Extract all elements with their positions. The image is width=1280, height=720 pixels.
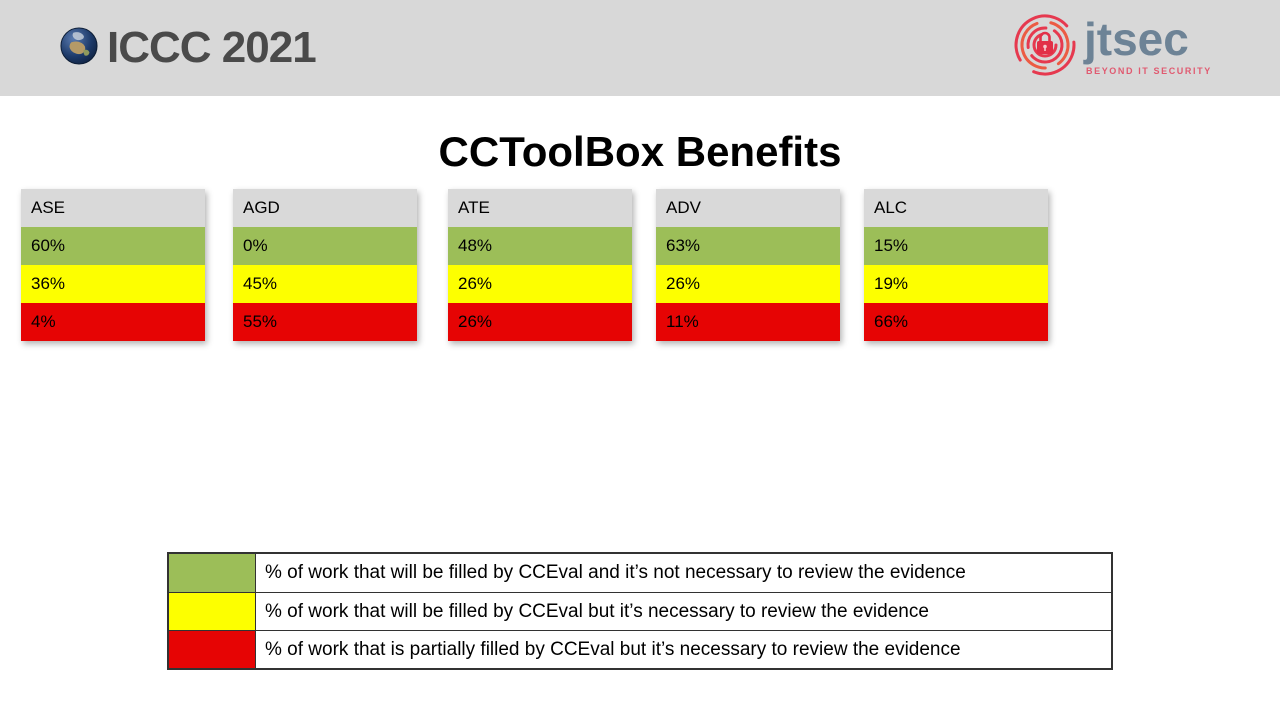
legend-text: % of work that is partially filled by CC… — [265, 638, 961, 660]
green-cell: 63% — [656, 227, 840, 265]
iccc-logo: ICCC 2021 — [60, 23, 317, 72]
legend-text: % of work that will be filled by CCEval … — [265, 600, 929, 622]
page-title: CCToolBox Benefits — [438, 128, 842, 175]
jtsec-name: jtsec — [1084, 13, 1189, 65]
yellow-cell: 36% — [21, 265, 205, 303]
legend-row: % of work that will be filled by CCEval … — [169, 554, 1111, 592]
red-cell: 55% — [233, 303, 417, 341]
table-header: ALC — [864, 189, 1048, 227]
green-cell: 15% — [864, 227, 1048, 265]
iccc-title: ICCC 2021 — [107, 23, 317, 72]
red-cell: 11% — [656, 303, 840, 341]
legend-text: % of work that will be filled by CCEval … — [265, 562, 966, 583]
header-banner: ICCC 2021 jtsec — [0, 0, 1280, 96]
red-cell: 26% — [448, 303, 632, 341]
jtsec-wordmark: jtsec BEYOND IT SECURITY — [1084, 14, 1212, 76]
yellow-cell: 26% — [448, 265, 632, 303]
legend-row: % of work that is partially filled by CC… — [169, 630, 1111, 668]
fingerprint-lock-icon — [1014, 8, 1076, 87]
red-cell: 4% — [21, 303, 205, 341]
yellow-cell: 19% — [864, 265, 1048, 303]
table-adv: ADV 63% 26% 11% — [656, 189, 840, 341]
table-ase: ASE 60% 36% 4% — [21, 189, 205, 341]
legend-row: % of work that will be filled by CCEval … — [169, 592, 1111, 630]
table-header: AGD — [233, 189, 417, 227]
yellow-swatch — [169, 593, 256, 630]
table-agd: AGD 0% 45% 55% — [233, 189, 417, 341]
table-header: ASE — [21, 189, 205, 227]
green-cell: 0% — [233, 227, 417, 265]
green-cell: 60% — [21, 227, 205, 265]
jtsec-logo: jtsec BEYOND IT SECURITY — [1014, 8, 1212, 87]
jtsec-tagline: BEYOND IT SECURITY — [1086, 65, 1212, 76]
table-header: ADV — [656, 189, 840, 227]
yellow-cell: 45% — [233, 265, 417, 303]
green-cell: 48% — [448, 227, 632, 265]
red-cell: 66% — [864, 303, 1048, 341]
red-swatch — [169, 631, 256, 668]
globe-icon — [60, 26, 98, 70]
table-header: ATE — [448, 189, 632, 227]
legend-table: % of work that will be filled by CCEval … — [167, 552, 1113, 670]
table-ate: ATE 48% 26% 26% — [448, 189, 632, 341]
yellow-cell: 26% — [656, 265, 840, 303]
table-alc: ALC 15% 19% 66% — [864, 189, 1048, 341]
green-swatch — [169, 554, 256, 592]
